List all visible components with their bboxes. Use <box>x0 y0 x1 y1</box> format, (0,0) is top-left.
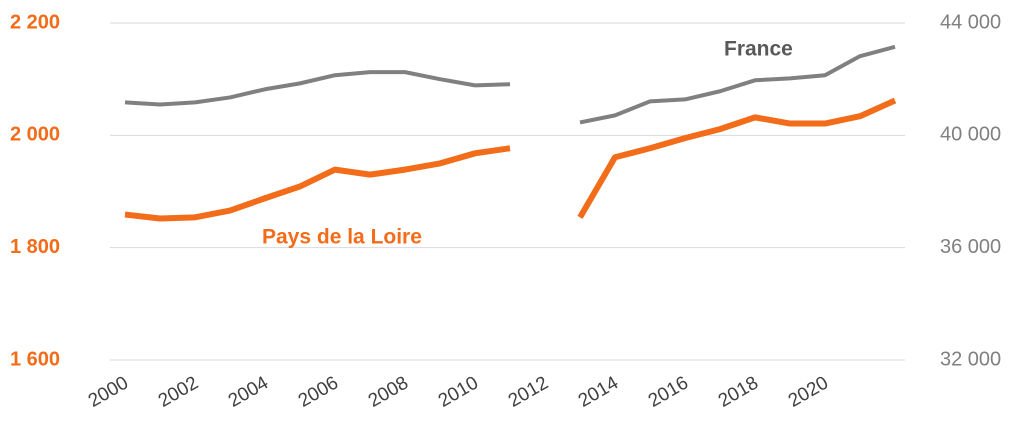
x-tick-label: 2014 <box>575 372 622 412</box>
y2-tick-label: 36 000 <box>940 236 1001 258</box>
y2-tick-label: 32 000 <box>940 348 1001 370</box>
series-line <box>124 97 897 222</box>
x-tick-label: 2010 <box>435 372 482 411</box>
series-label: France <box>724 38 793 61</box>
y2-tick-label: 44 000 <box>940 11 1001 33</box>
x-tick-label: 2008 <box>365 372 412 411</box>
y2-tick-label: 40 000 <box>940 124 1001 146</box>
x-tick-label: 2020 <box>785 372 832 411</box>
x-tick-label: 2004 <box>225 372 272 412</box>
series-label: Pays de la Loire <box>262 226 422 249</box>
x-tick-label: 2006 <box>295 372 342 411</box>
y-tick-label: 2 200 <box>10 11 60 33</box>
y-tick-label: 1 600 <box>10 348 60 370</box>
y-tick-label: 2 000 <box>10 124 60 146</box>
x-tick-label: 2000 <box>85 372 132 411</box>
x-tick-label: 2002 <box>155 372 202 411</box>
series-line <box>124 44 896 125</box>
y-tick-label: 1 800 <box>10 236 60 258</box>
x-tick-label: 2012 <box>505 372 552 411</box>
x-tick-label: 2016 <box>645 372 692 411</box>
x-tick-label: 2018 <box>715 372 762 411</box>
